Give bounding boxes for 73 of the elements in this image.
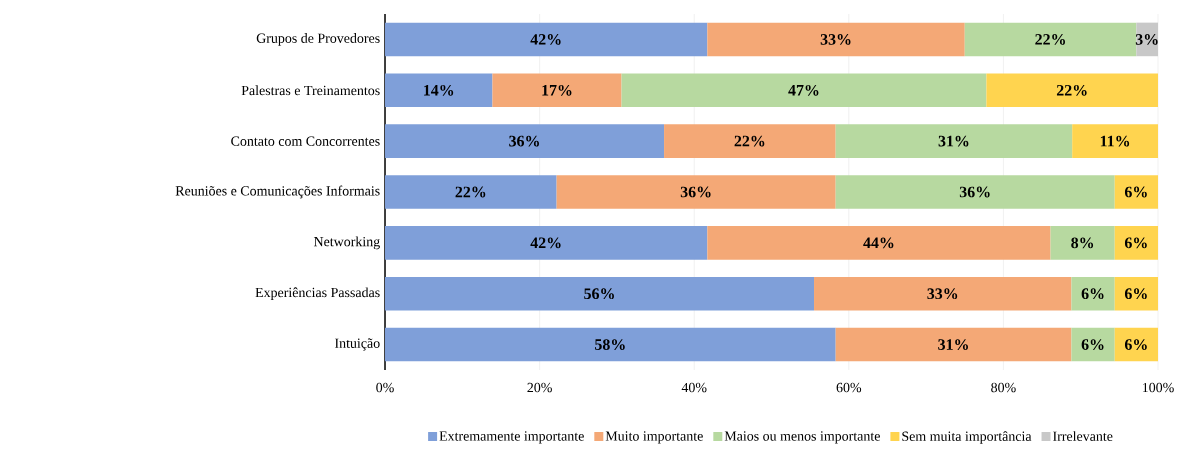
y-tick-label: Reuniões e Comunicações Informais bbox=[175, 185, 380, 199]
data-label: 3% bbox=[1135, 34, 1158, 45]
data-label: 22% bbox=[734, 135, 765, 147]
data-label: 36% bbox=[959, 186, 990, 198]
x-tick-label: 20% bbox=[527, 382, 552, 393]
data-label: 8% bbox=[1071, 237, 1094, 249]
data-label: 36% bbox=[680, 186, 711, 198]
bar bbox=[621, 73, 987, 108]
data-label: 31% bbox=[938, 135, 969, 147]
bar bbox=[964, 22, 1137, 57]
data-label: 6% bbox=[1124, 237, 1147, 249]
bar bbox=[385, 124, 665, 158]
bar bbox=[492, 73, 622, 108]
bar bbox=[385, 175, 557, 209]
legend-label: Irrelevante bbox=[1053, 431, 1113, 441]
data-label: 6% bbox=[1124, 186, 1147, 198]
bar bbox=[1114, 327, 1159, 362]
data-label: 58% bbox=[595, 339, 625, 350]
legend-label: Extremamente importante bbox=[439, 431, 584, 444]
data-label: 14% bbox=[424, 84, 454, 96]
bar bbox=[385, 22, 708, 57]
bar bbox=[385, 73, 493, 108]
bar bbox=[835, 175, 1115, 209]
bar bbox=[1072, 124, 1159, 158]
bar bbox=[986, 73, 1159, 108]
x-tick-label: 100% bbox=[1142, 382, 1174, 393]
data-label: 6% bbox=[1124, 288, 1147, 300]
bar bbox=[385, 276, 815, 311]
y-tick-label: Contato com Concorrentes bbox=[231, 136, 380, 146]
y-tick-label: Experiências Passadas bbox=[255, 287, 380, 301]
bar bbox=[385, 226, 708, 260]
x-tick-label: 80% bbox=[991, 382, 1016, 393]
bar bbox=[1071, 276, 1115, 311]
legend-label: Muito importante bbox=[605, 431, 703, 444]
data-label: 6% bbox=[1124, 339, 1147, 350]
data-label: 56% bbox=[584, 288, 614, 300]
data-label: 42% bbox=[530, 34, 561, 45]
data-label: 47% bbox=[788, 84, 819, 96]
bar bbox=[707, 226, 1051, 260]
data-label: 22% bbox=[1056, 84, 1087, 96]
y-tick-label: Palestras e Treinamentos bbox=[241, 85, 380, 96]
y-tick-label: Networking bbox=[313, 236, 380, 250]
data-label: 36% bbox=[509, 135, 539, 147]
bar bbox=[835, 124, 1073, 158]
data-label: 22% bbox=[1035, 34, 1065, 45]
legend-label: Maios ou menos importante bbox=[724, 431, 880, 444]
bar bbox=[1114, 276, 1159, 311]
data-label: 6% bbox=[1081, 288, 1104, 300]
data-label: 44% bbox=[863, 237, 894, 249]
bar bbox=[1114, 226, 1159, 260]
bar bbox=[707, 22, 965, 57]
x-tick-label: 0% bbox=[376, 382, 394, 393]
y-tick-label: Grupos de Provedores bbox=[256, 33, 380, 46]
bar bbox=[814, 276, 1072, 311]
bar bbox=[1071, 327, 1115, 362]
data-label: 22% bbox=[455, 186, 486, 198]
data-label: 33% bbox=[927, 288, 958, 300]
data-label: 17% bbox=[542, 84, 572, 96]
bar bbox=[556, 175, 836, 209]
data-label: 42% bbox=[530, 237, 561, 249]
data-label: 11% bbox=[1100, 135, 1130, 147]
bar bbox=[1114, 175, 1159, 209]
data-label: 6% bbox=[1081, 339, 1104, 350]
y-tick-label: Intuição bbox=[334, 338, 380, 351]
bar bbox=[385, 327, 836, 362]
x-tick-label: 40% bbox=[681, 382, 707, 393]
data-label: 33% bbox=[820, 34, 851, 45]
data-label: 31% bbox=[938, 339, 968, 350]
x-tick-label: 60% bbox=[836, 382, 862, 393]
legend-label: Sem muita importância bbox=[902, 431, 1032, 444]
bar bbox=[664, 124, 836, 158]
bar bbox=[835, 327, 1072, 362]
bar bbox=[1050, 226, 1115, 260]
